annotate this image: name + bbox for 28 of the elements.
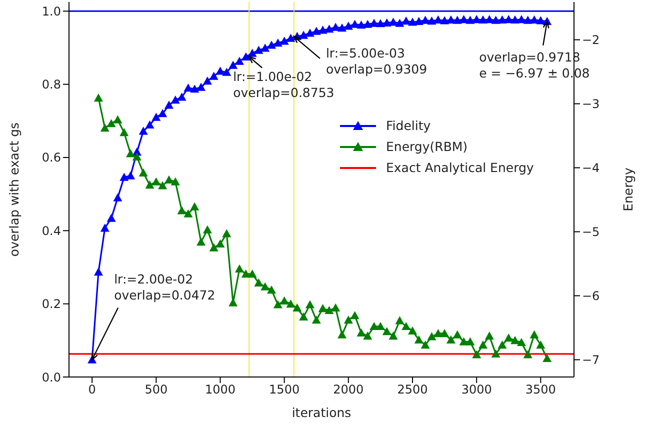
y-tick-label: 0.2 — [42, 297, 61, 312]
y-tick-label: 1.0 — [42, 4, 61, 18]
y2-tick-label: −5 — [582, 224, 600, 239]
y-tick-label: 0.4 — [42, 224, 61, 238]
x-tick-label: 2500 — [397, 382, 428, 397]
annotation: lr:=2.00e-02 overlap=0.0472 — [114, 272, 216, 303]
y2-tick-label: −4 — [582, 161, 600, 175]
x-tick-label: 2000 — [333, 382, 364, 397]
x-tick-label: 3500 — [525, 382, 556, 397]
x-tick-label: 3000 — [461, 382, 492, 397]
y-tick-label: 0.0 — [42, 370, 61, 384]
y2-tick-label: −6 — [582, 288, 600, 303]
x-axis-title: iterations — [292, 405, 352, 420]
y-axis-title: overlap with exact gs — [6, 122, 22, 257]
y-tick-label: 0.6 — [42, 150, 61, 165]
x-tick-label: 0 — [88, 382, 96, 397]
x-tick-label: 1500 — [269, 382, 300, 397]
legend-label: Energy(RBM) — [386, 138, 468, 156]
legend-label: Exact Analytical Energy — [386, 159, 534, 177]
annotation: lr:=5.00e-03 overlap=0.9309 — [326, 45, 428, 76]
x-tick-label: 500 — [144, 382, 168, 397]
y2-tick-label: −7 — [582, 352, 600, 367]
y2-axis-title: Energy — [620, 167, 636, 212]
y2-tick-label: −3 — [582, 97, 600, 112]
legend-label: Fidelity — [386, 117, 431, 135]
y-tick-label: 0.8 — [42, 78, 61, 92]
x-tick-label: 1000 — [204, 382, 236, 397]
y2-tick-label: −2 — [582, 33, 600, 48]
